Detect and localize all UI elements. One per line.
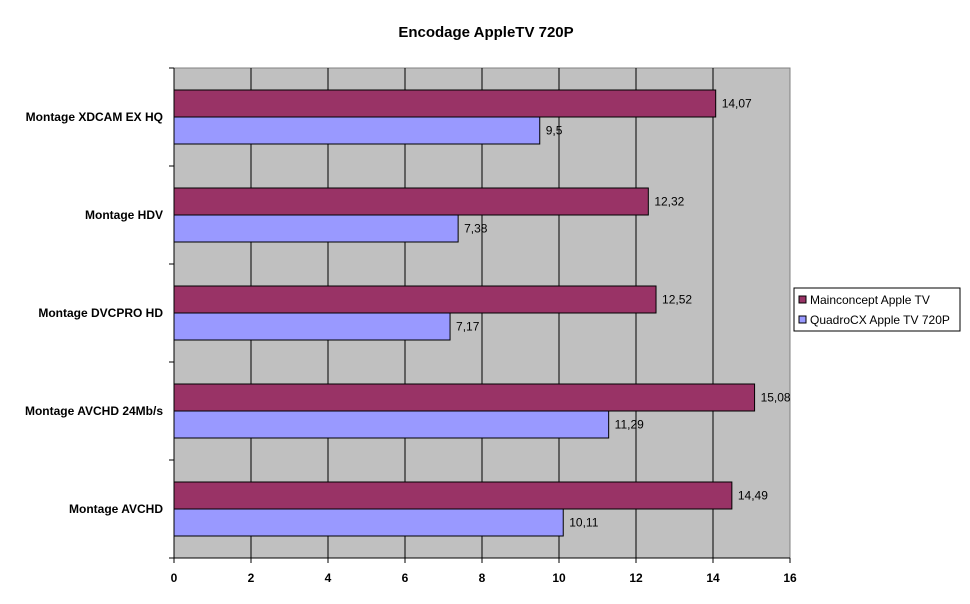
category-label: Montage AVCHD 24Mb/s <box>25 404 163 418</box>
x-tick-label: 16 <box>783 571 797 585</box>
x-tick-label: 6 <box>402 571 409 585</box>
legend: Mainconcept Apple TV QuadroCX Apple TV 72… <box>793 287 961 332</box>
bar-quadrocx <box>173 508 564 537</box>
data-label: 7,38 <box>464 222 488 236</box>
x-tick-label: 2 <box>248 571 255 585</box>
legend-label: QuadroCX Apple TV 720P <box>810 313 950 327</box>
category-label: Montage AVCHD <box>69 502 163 516</box>
bars-group: 14,07 9,5 12,32 7,38 12,52 7,17 15,08 11,29 14,4… <box>173 89 791 537</box>
data-label: 12,52 <box>662 293 692 307</box>
data-label: 14,07 <box>722 97 752 111</box>
bar-mainconcept <box>173 187 649 216</box>
bar-mainconcept <box>173 383 756 412</box>
x-tick-label: 8 <box>479 571 486 585</box>
legend-swatch <box>798 295 807 304</box>
data-label: 7,17 <box>456 320 480 334</box>
x-tick-label: 4 <box>325 571 332 585</box>
x-tick-label: 0 <box>171 571 178 585</box>
chart-title: Encodage AppleTV 720P <box>398 24 573 41</box>
category-label: Montage DVCPRO HD <box>38 306 163 320</box>
category-label: Montage XDCAM EX HQ <box>26 110 163 124</box>
data-label: 14,49 <box>738 489 768 503</box>
bar-mainconcept <box>173 89 717 118</box>
data-label: 11,29 <box>615 418 644 432</box>
bar-quadrocx <box>173 312 451 341</box>
x-tick-label: 10 <box>552 571 566 585</box>
bar-mainconcept <box>173 481 733 510</box>
axes: 0 2 4 6 8 10 12 14 16 Montage XDCAM EX HQ Montage … <box>25 67 797 585</box>
legend-swatch <box>798 315 807 324</box>
x-tick-label: 12 <box>629 571 643 585</box>
x-tick-label: 14 <box>706 571 720 585</box>
data-label: 15,08 <box>761 391 791 405</box>
data-label: 9,5 <box>546 124 563 138</box>
category-label: Montage HDV <box>85 208 163 222</box>
bar-mainconcept <box>173 285 657 314</box>
data-label: 12,32 <box>654 195 684 209</box>
bar-quadrocx <box>173 116 541 145</box>
legend-box <box>793 287 961 332</box>
legend-label: Mainconcept Apple TV <box>810 293 930 307</box>
bar-quadrocx <box>173 214 459 243</box>
bar-quadrocx <box>173 410 610 439</box>
data-label: 10,11 <box>569 516 598 530</box>
